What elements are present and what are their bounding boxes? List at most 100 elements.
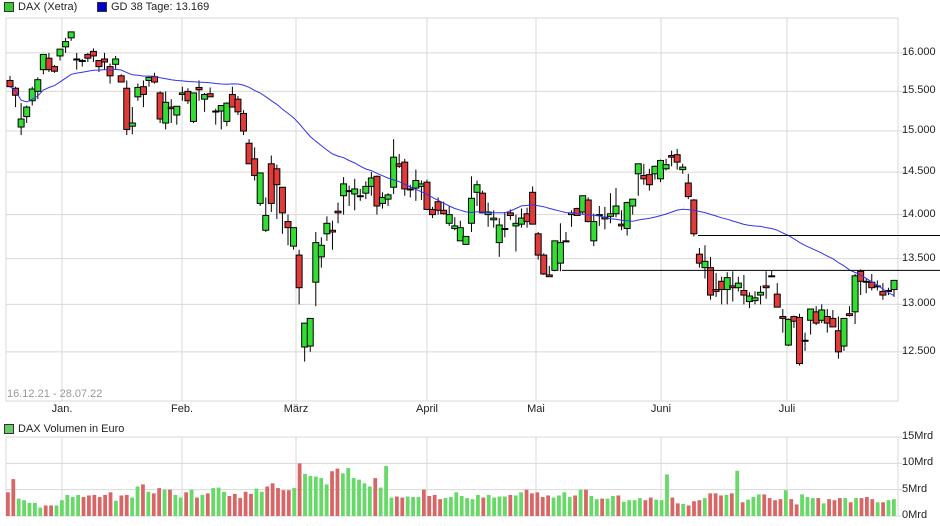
- volume-bar-up: [54, 505, 59, 516]
- candle-up: [56, 48, 64, 57]
- volume-bar-down: [616, 495, 621, 516]
- price-tick-label: 14.500: [902, 165, 936, 178]
- legend-volume: DAX Volumen in Euro: [4, 423, 124, 435]
- volume-bar-down: [49, 505, 54, 516]
- volume-bar-up: [594, 499, 599, 516]
- volume-bar-down: [432, 494, 437, 516]
- volume-bar-down: [789, 499, 794, 516]
- volume-bar-down: [524, 489, 529, 516]
- volume-bar-down: [584, 489, 588, 516]
- candle-up: [818, 309, 826, 321]
- volume-bar-down: [11, 479, 16, 516]
- candle-down: [401, 161, 409, 190]
- volume-bar-up: [892, 499, 896, 516]
- candle-down: [123, 87, 131, 130]
- volume-bar-down: [157, 488, 162, 516]
- volume-bar-up: [492, 497, 497, 516]
- volume-bar-down: [827, 499, 831, 516]
- volume-bar-up: [303, 473, 307, 516]
- candle-down: [334, 210, 342, 214]
- candle-up: [467, 197, 475, 224]
- candle-down: [479, 192, 487, 214]
- candle-up: [784, 318, 792, 346]
- volume-bar-up: [443, 498, 448, 516]
- volume-bar-up: [632, 500, 637, 516]
- candle-up: [112, 58, 120, 65]
- volume-bar-up: [189, 489, 194, 516]
- candle-up: [456, 227, 464, 242]
- candle-up: [473, 184, 481, 193]
- volume-bar-down: [870, 499, 875, 516]
- candle-up: [67, 31, 75, 39]
- date-range: 16.12.21 - 28.07.22: [7, 388, 103, 400]
- volume-bar-down: [881, 502, 885, 516]
- candle-down: [245, 142, 253, 165]
- volume-bar-down: [6, 492, 10, 516]
- candle-down: [139, 86, 147, 95]
- candle-up: [23, 106, 31, 118]
- volume-bar-down: [719, 495, 723, 516]
- volume-bar-up: [222, 491, 226, 516]
- volume-bar-down: [227, 495, 232, 516]
- volume-bar-down: [270, 483, 275, 516]
- price-tick-label: 15.000: [902, 124, 936, 137]
- candle-up: [262, 214, 270, 231]
- candle-down: [534, 233, 542, 256]
- volume-bar-up: [259, 491, 264, 516]
- candle-down: [712, 289, 720, 292]
- volume-bar-up: [70, 497, 75, 516]
- candle-up: [757, 291, 765, 296]
- candle-down: [234, 98, 242, 113]
- volume-bar-down: [837, 498, 842, 516]
- candle-down: [273, 168, 281, 186]
- volume-tick-label: 10Mrd: [902, 456, 934, 469]
- volume-bar-up: [162, 489, 167, 516]
- candle-up: [656, 159, 664, 180]
- candle-down: [762, 285, 770, 289]
- candle-up: [356, 195, 364, 198]
- volume-bar-up: [135, 486, 140, 516]
- volume-bar-down: [697, 500, 702, 516]
- volume-bar-down: [249, 493, 253, 516]
- candle-up: [462, 235, 470, 245]
- volume-bar-up: [513, 495, 518, 516]
- candle-down: [6, 79, 14, 88]
- candle-down: [506, 212, 514, 216]
- volume-tick-label: 0Mrd: [902, 509, 928, 521]
- price-tick-label: 12.500: [902, 344, 936, 357]
- volume-bar-down: [400, 497, 405, 516]
- candle-up: [312, 242, 320, 283]
- volume-bar-up: [22, 500, 26, 516]
- volume-bar-up: [486, 494, 491, 516]
- volume-bar-up: [454, 492, 459, 516]
- volume-bar-down: [535, 492, 540, 516]
- volume-bar-down: [119, 495, 124, 516]
- volume-bar-down: [97, 497, 102, 516]
- candle-down: [846, 313, 854, 317]
- volume-bar-down: [670, 497, 675, 516]
- volume-bar-down: [859, 498, 864, 516]
- volume-bar-up: [702, 498, 707, 516]
- candle-down: [328, 229, 336, 233]
- volume-bar-down: [740, 502, 745, 516]
- volume-bar-up: [76, 494, 81, 516]
- volume-bar-up: [173, 494, 178, 516]
- volume-bar-up: [756, 494, 761, 516]
- candle-down: [117, 75, 125, 83]
- candle-down: [545, 274, 553, 278]
- candle-up: [62, 41, 70, 48]
- candle-up: [340, 183, 348, 197]
- volume-bar-up: [324, 484, 329, 516]
- volume-bar-down: [243, 491, 248, 516]
- volume-bar-up: [308, 475, 313, 516]
- volume-bar-up: [389, 497, 394, 516]
- candle-up: [34, 79, 42, 92]
- candle-up: [317, 244, 325, 258]
- candle-up: [323, 222, 331, 235]
- month-label: Juni: [650, 403, 672, 415]
- volume-bar-up: [557, 495, 561, 516]
- candle-up: [445, 214, 453, 224]
- volume-bar-up: [114, 500, 118, 516]
- volume-bar-up: [362, 483, 367, 516]
